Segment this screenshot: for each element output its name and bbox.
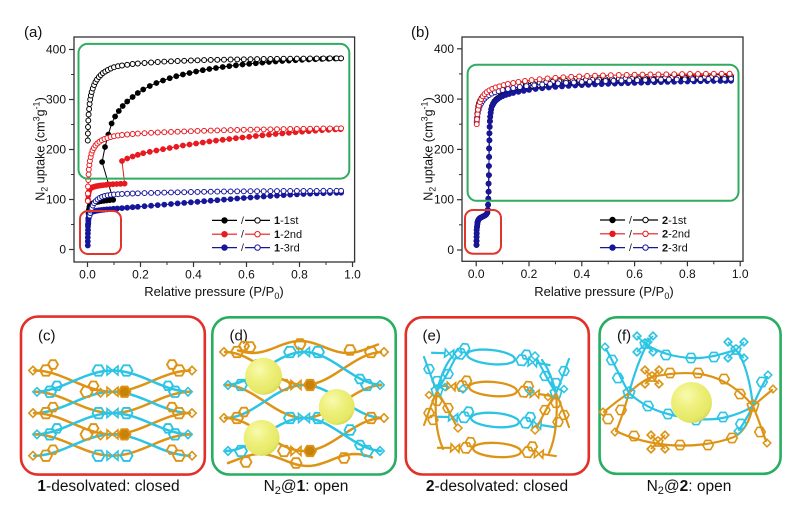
svg-text:N2 uptake (cm3g-1): N2 uptake (cm3g-1) bbox=[420, 97, 438, 201]
svg-text:300: 300 bbox=[46, 93, 66, 107]
svg-text:2-1st: 2-1st bbox=[662, 215, 686, 227]
svg-text:0.4: 0.4 bbox=[185, 268, 202, 282]
svg-text:2-desolvated: closed: 2-desolvated: closed bbox=[426, 478, 568, 495]
svg-text:N2@1: open: N2@1: open bbox=[264, 478, 349, 497]
svg-text:0.6: 0.6 bbox=[626, 267, 643, 281]
svg-text:2-2nd: 2-2nd bbox=[662, 229, 690, 241]
svg-text:/: / bbox=[241, 242, 244, 254]
svg-text:0.0: 0.0 bbox=[468, 267, 485, 281]
svg-text:400: 400 bbox=[434, 42, 454, 56]
svg-text:(f): (f) bbox=[617, 328, 631, 345]
svg-text:(e): (e) bbox=[423, 328, 441, 345]
svg-text:Relative pressure (P/P0): Relative pressure (P/P0) bbox=[534, 284, 673, 301]
svg-text:400: 400 bbox=[46, 43, 66, 57]
svg-text:/: / bbox=[241, 229, 244, 241]
svg-text:/: / bbox=[629, 242, 632, 254]
svg-text:0.8: 0.8 bbox=[679, 267, 696, 281]
svg-text:0.0: 0.0 bbox=[79, 268, 96, 282]
svg-text:1-desolvated: closed: 1-desolvated: closed bbox=[37, 478, 179, 495]
svg-text:300: 300 bbox=[434, 92, 454, 106]
svg-text:1.0: 1.0 bbox=[344, 268, 361, 282]
svg-text:200: 200 bbox=[46, 143, 66, 157]
svg-text:Relative pressure (P/P0): Relative pressure (P/P0) bbox=[144, 284, 283, 301]
svg-text:(c): (c) bbox=[38, 328, 56, 345]
svg-text:2-3rd: 2-3rd bbox=[662, 242, 688, 254]
svg-text:/: / bbox=[241, 215, 244, 227]
svg-text:100: 100 bbox=[46, 193, 66, 207]
svg-text:0.2: 0.2 bbox=[521, 267, 538, 281]
svg-text:/: / bbox=[629, 228, 632, 240]
svg-text:(b): (b) bbox=[411, 24, 429, 41]
svg-text:100: 100 bbox=[434, 193, 454, 207]
svg-text:0: 0 bbox=[447, 243, 454, 257]
svg-text:0: 0 bbox=[59, 243, 66, 257]
svg-text:(a): (a) bbox=[24, 24, 42, 41]
svg-text:N2 uptake (cm3g-1): N2 uptake (cm3g-1) bbox=[32, 97, 50, 201]
svg-text:/: / bbox=[629, 215, 632, 227]
svg-text:N2@2: open: N2@2: open bbox=[647, 478, 732, 497]
svg-text:1.0: 1.0 bbox=[732, 267, 749, 281]
svg-text:1-3rd: 1-3rd bbox=[274, 242, 300, 254]
svg-text:1-2nd: 1-2nd bbox=[274, 229, 302, 241]
svg-text:0.4: 0.4 bbox=[573, 267, 590, 281]
svg-text:0.2: 0.2 bbox=[132, 268, 149, 282]
svg-text:(d): (d) bbox=[230, 328, 248, 345]
svg-text:0.8: 0.8 bbox=[291, 268, 308, 282]
svg-text:1-1st: 1-1st bbox=[274, 215, 298, 227]
svg-text:200: 200 bbox=[434, 142, 454, 156]
svg-text:0.6: 0.6 bbox=[238, 268, 255, 282]
